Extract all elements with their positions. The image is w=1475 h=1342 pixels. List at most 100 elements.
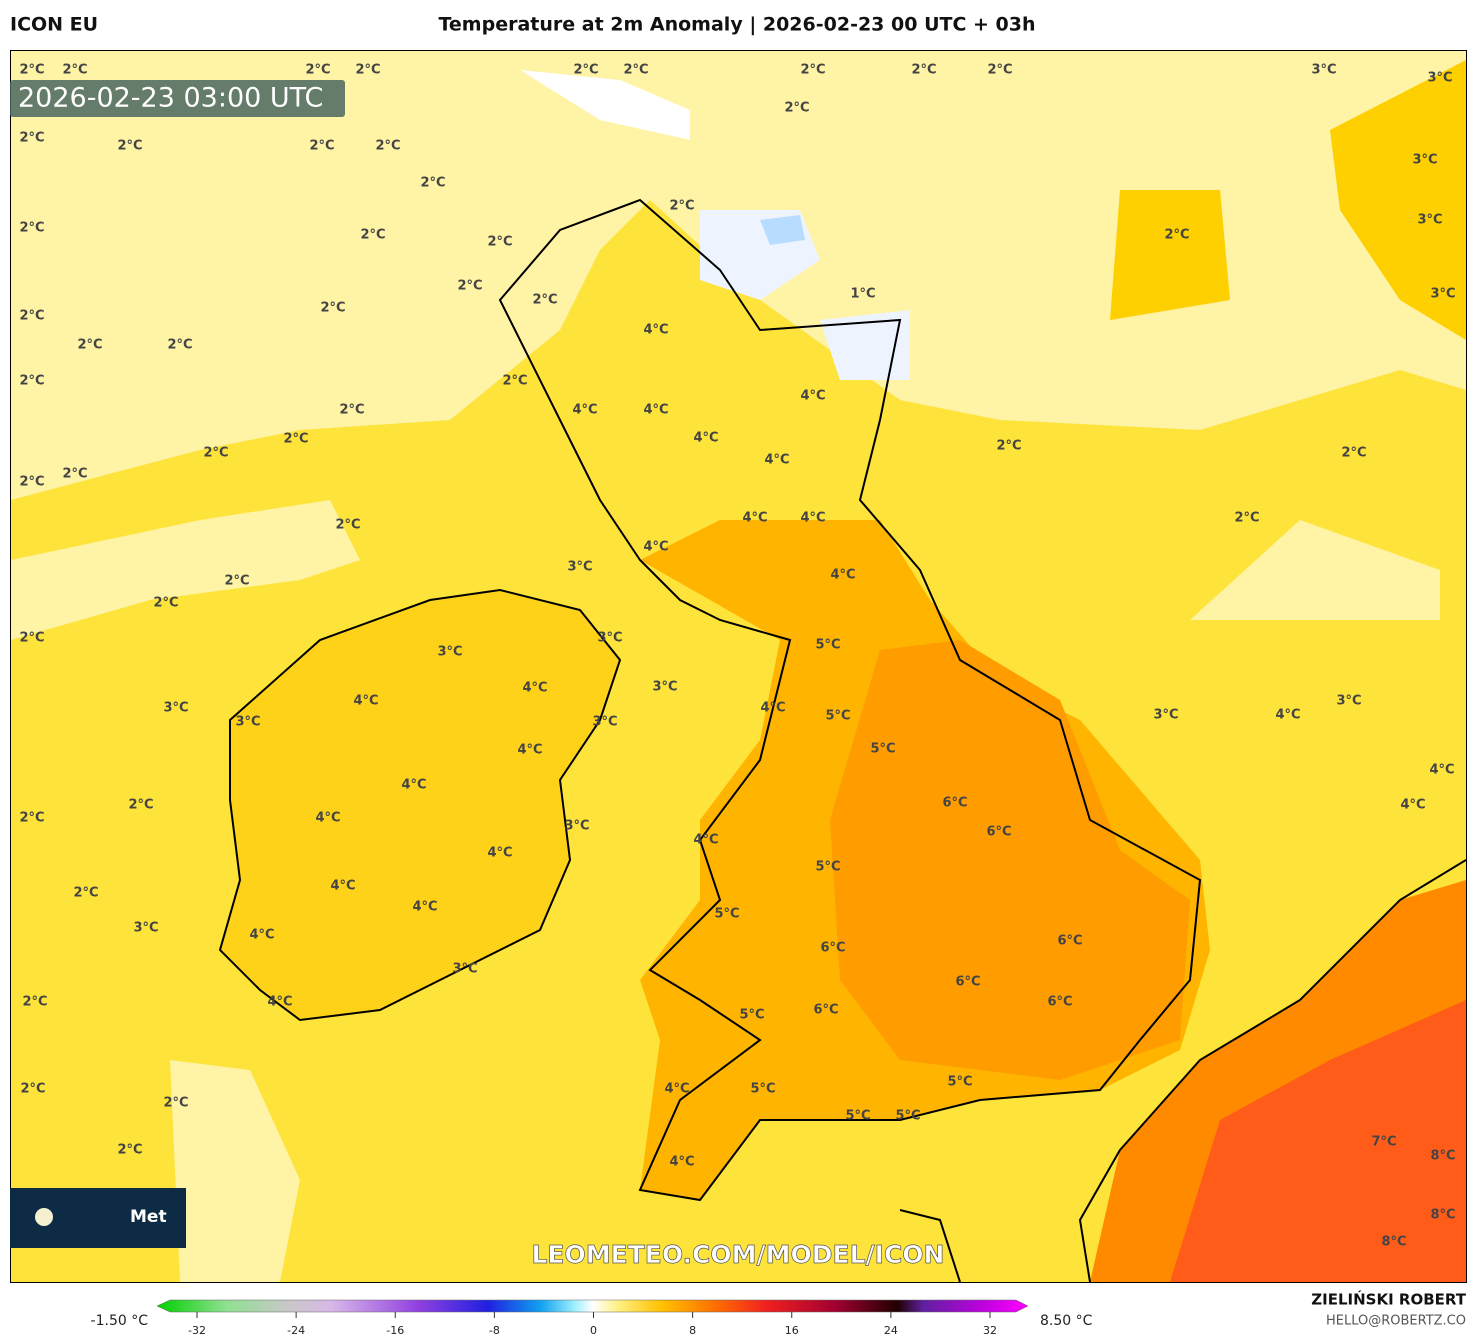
contact: HELLO@ROBERTZ.CO bbox=[1326, 1314, 1466, 1329]
temp-label: 4°C bbox=[401, 778, 426, 793]
temp-label: 1°C bbox=[850, 287, 875, 302]
temp-label: 5°C bbox=[750, 1082, 775, 1097]
temp-label: 4°C bbox=[1400, 798, 1425, 813]
colorbar-tick-label: 8 bbox=[689, 1324, 696, 1337]
temp-label: 5°C bbox=[815, 860, 840, 875]
temp-label: 3°C bbox=[1417, 213, 1442, 228]
temp-label: 5°C bbox=[739, 1008, 764, 1023]
temp-label: 2°C bbox=[20, 1082, 45, 1097]
temp-label: 5°C bbox=[714, 907, 739, 922]
temp-label: 6°C bbox=[820, 941, 845, 956]
temp-label: 3°C bbox=[564, 819, 589, 834]
temp-label: 2°C bbox=[573, 63, 598, 78]
temp-label: 2°C bbox=[73, 886, 98, 901]
temp-label: 2°C bbox=[203, 446, 228, 461]
temp-label: 2°C bbox=[224, 574, 249, 589]
logo-sun bbox=[35, 1208, 53, 1226]
watermark: LEOMETEO.COM/MODEL/ICON bbox=[531, 1240, 944, 1269]
logo-text: Met bbox=[130, 1207, 167, 1227]
temp-label: 2°C bbox=[62, 63, 87, 78]
temp-label: 6°C bbox=[955, 975, 980, 990]
temp-label: 7°C bbox=[1371, 1135, 1396, 1150]
temp-label: 5°C bbox=[947, 1075, 972, 1090]
colorbar-tick-label: -24 bbox=[287, 1324, 305, 1337]
temp-label: 2°C bbox=[360, 228, 385, 243]
temp-label: 2°C bbox=[911, 63, 936, 78]
temp-label: 2°C bbox=[117, 139, 142, 154]
timestamp: 2026-02-23 03:00 UTC bbox=[18, 83, 323, 114]
temp-label: 2°C bbox=[19, 309, 44, 324]
map-title: Temperature at 2m Anomaly | 2026-02-23 0… bbox=[438, 14, 1035, 36]
author: ZIELIŃSKI ROBERT bbox=[1311, 1290, 1466, 1309]
temp-label: 3°C bbox=[567, 560, 592, 575]
temp-label: 4°C bbox=[522, 681, 547, 696]
temp-label: 4°C bbox=[800, 511, 825, 526]
temp-label: 3°C bbox=[597, 631, 622, 646]
colorbar-tick-label: -8 bbox=[489, 1324, 500, 1337]
temp-label: 4°C bbox=[572, 403, 597, 418]
temp-label: 2°C bbox=[335, 518, 360, 533]
temp-label: 3°C bbox=[133, 921, 158, 936]
temp-label: 2°C bbox=[987, 63, 1012, 78]
temp-label: 4°C bbox=[267, 995, 292, 1010]
temp-label: 5°C bbox=[825, 709, 850, 724]
temp-label: 3°C bbox=[1311, 63, 1336, 78]
temp-label: 6°C bbox=[1047, 995, 1072, 1010]
temp-label: 4°C bbox=[353, 694, 378, 709]
temp-label: 4°C bbox=[330, 879, 355, 894]
temp-label: 2°C bbox=[19, 631, 44, 646]
temp-label: 4°C bbox=[693, 833, 718, 848]
temp-label: 4°C bbox=[800, 389, 825, 404]
temp-label: 2°C bbox=[1341, 446, 1366, 461]
temp-label: 2°C bbox=[457, 279, 482, 294]
temp-label: 4°C bbox=[664, 1082, 689, 1097]
temp-label: 4°C bbox=[1429, 763, 1454, 778]
colorbar-min: -1.50 °C bbox=[91, 1313, 149, 1329]
temp-label: 2°C bbox=[320, 301, 345, 316]
temp-label: 4°C bbox=[1275, 708, 1300, 723]
temp-label: 3°C bbox=[452, 962, 477, 977]
colorbar-tick-label: 32 bbox=[983, 1324, 997, 1337]
temp-label: 5°C bbox=[845, 1109, 870, 1124]
temp-label: 2°C bbox=[19, 374, 44, 389]
temp-label: 4°C bbox=[487, 846, 512, 861]
temp-label: 6°C bbox=[986, 825, 1011, 840]
temp-label: 3°C bbox=[1427, 71, 1452, 86]
temp-label: 8°C bbox=[1430, 1149, 1455, 1164]
temp-label: 2°C bbox=[355, 63, 380, 78]
temp-label: 4°C bbox=[764, 453, 789, 468]
temp-label: 4°C bbox=[412, 900, 437, 915]
temp-label: 4°C bbox=[517, 743, 542, 758]
map-labels: 2°C 2°C 2°C 2°C 2°C 2°C 2°C 2°C 2°C 3°C 3°C 2°C 2°C 2… bbox=[19, 63, 1455, 1250]
temp-label: 4°C bbox=[249, 928, 274, 943]
temp-label: 4°C bbox=[643, 540, 668, 555]
temp-label: 4°C bbox=[643, 403, 668, 418]
temp-label: 2°C bbox=[163, 1096, 188, 1111]
temp-label: 3°C bbox=[1336, 694, 1361, 709]
temp-label: 3°C bbox=[235, 715, 260, 730]
temp-label: 4°C bbox=[830, 568, 855, 583]
temp-label: 2°C bbox=[77, 338, 102, 353]
temp-label: 2°C bbox=[283, 432, 308, 447]
colorbar-max: 8.50 °C bbox=[1040, 1313, 1093, 1329]
temp-label: 3°C bbox=[1153, 708, 1178, 723]
temp-label: 2°C bbox=[19, 475, 44, 490]
map bbox=[11, 51, 1466, 1282]
colorbar-tick-label: 0 bbox=[590, 1324, 597, 1337]
temp-label: 2°C bbox=[1164, 228, 1189, 243]
temp-label: 3°C bbox=[592, 715, 617, 730]
temp-label: 4°C bbox=[669, 1155, 694, 1170]
colorbar-ticks: -32 -24 -16 -8 0 8 16 24 32 bbox=[188, 1312, 997, 1337]
colorbar bbox=[156, 1299, 1029, 1313]
temp-label: 2°C bbox=[128, 798, 153, 813]
colorbar-tick-label: 16 bbox=[785, 1324, 799, 1337]
map-frame bbox=[10, 50, 1467, 1283]
temp-label: 3°C bbox=[1412, 153, 1437, 168]
temp-label: 2°C bbox=[19, 131, 44, 146]
temp-label: 2°C bbox=[19, 811, 44, 826]
temp-label: 2°C bbox=[669, 199, 694, 214]
temp-label: 2°C bbox=[532, 293, 557, 308]
temp-label: 4°C bbox=[760, 701, 785, 716]
temp-label: 6°C bbox=[942, 796, 967, 811]
